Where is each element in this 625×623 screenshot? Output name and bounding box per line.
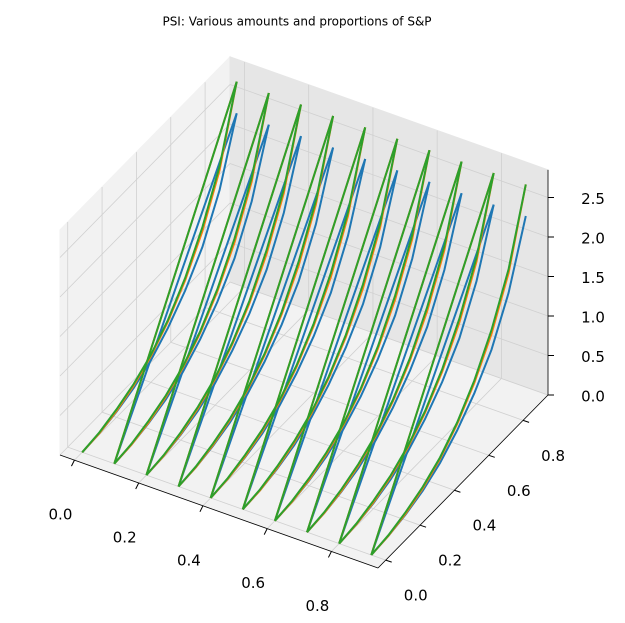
series-line (338, 172, 495, 545)
y-tick-label: 0.2 (438, 552, 462, 570)
x-axis-line (59, 454, 379, 569)
chart-title: PSI: Various amounts and proportions of … (162, 15, 431, 29)
z-tick-label: 0.5 (581, 348, 605, 366)
tick-mark (327, 551, 332, 558)
x-tick-label: 0.0 (49, 506, 73, 524)
series-line (242, 138, 399, 510)
y-tick-label: 0.8 (541, 447, 565, 465)
tick-mark (385, 559, 392, 563)
grid-line (59, 123, 231, 298)
tick-mark (71, 459, 75, 467)
grid-line (59, 84, 231, 258)
z-tick-label: 2.0 (581, 230, 605, 248)
x-tick-label: 0.4 (177, 551, 201, 569)
z-tick-label: 2.5 (581, 190, 605, 208)
tick-mark (199, 505, 204, 513)
series-connector (145, 124, 270, 476)
grid-line (67, 446, 386, 561)
series-connector (338, 192, 463, 544)
series-connector (177, 104, 302, 487)
y-axis-line (377, 394, 549, 569)
series-line (177, 115, 335, 488)
series-connector (273, 170, 399, 522)
x-tick-label: 0.2 (113, 528, 137, 546)
series-line (145, 104, 302, 476)
series-connector (370, 204, 495, 556)
tick-mark (419, 524, 427, 528)
series-connector (241, 127, 367, 510)
series-connector (209, 147, 335, 499)
grid-line (229, 202, 549, 317)
series-connector (370, 172, 495, 556)
tick-mark (135, 482, 140, 490)
grid-line (266, 355, 438, 529)
series-connector (306, 149, 431, 533)
tick-mark (522, 419, 530, 423)
series-connector (209, 115, 335, 499)
tick-mark (263, 528, 268, 535)
z-tick-label: 0.0 (581, 388, 605, 406)
series-line (274, 150, 431, 522)
series-line (209, 127, 367, 499)
series-connector (306, 181, 431, 533)
series-connector (113, 81, 238, 464)
x-tick-label: 0.8 (305, 597, 329, 615)
tick-mark (454, 489, 461, 493)
grid-line (202, 332, 374, 507)
series-line (81, 81, 238, 453)
y-tick-label: 0.4 (472, 517, 496, 535)
series-connector (177, 135, 302, 487)
grid-line (229, 163, 549, 277)
series-connector (145, 92, 270, 476)
grid-line (59, 242, 231, 416)
series-connector (273, 138, 399, 522)
series-connector (338, 161, 463, 544)
series-line (370, 184, 527, 556)
tick-mark (488, 454, 495, 458)
z-tick-label: 1.5 (581, 269, 605, 287)
grid-line (331, 378, 502, 552)
grid-line (138, 309, 309, 484)
z-tick-label: 1.0 (581, 309, 605, 327)
grid-line (74, 286, 245, 461)
y-tick-label: 0.0 (404, 587, 428, 605)
series-connector (241, 158, 367, 510)
series-connector (113, 112, 238, 465)
grid-line (229, 281, 549, 396)
grid-line (229, 84, 549, 198)
x-tick-label: 0.6 (241, 574, 265, 592)
y-tick-label: 0.6 (507, 482, 531, 500)
grid-line (101, 411, 421, 526)
series-line (113, 92, 270, 465)
series-line (306, 161, 463, 533)
